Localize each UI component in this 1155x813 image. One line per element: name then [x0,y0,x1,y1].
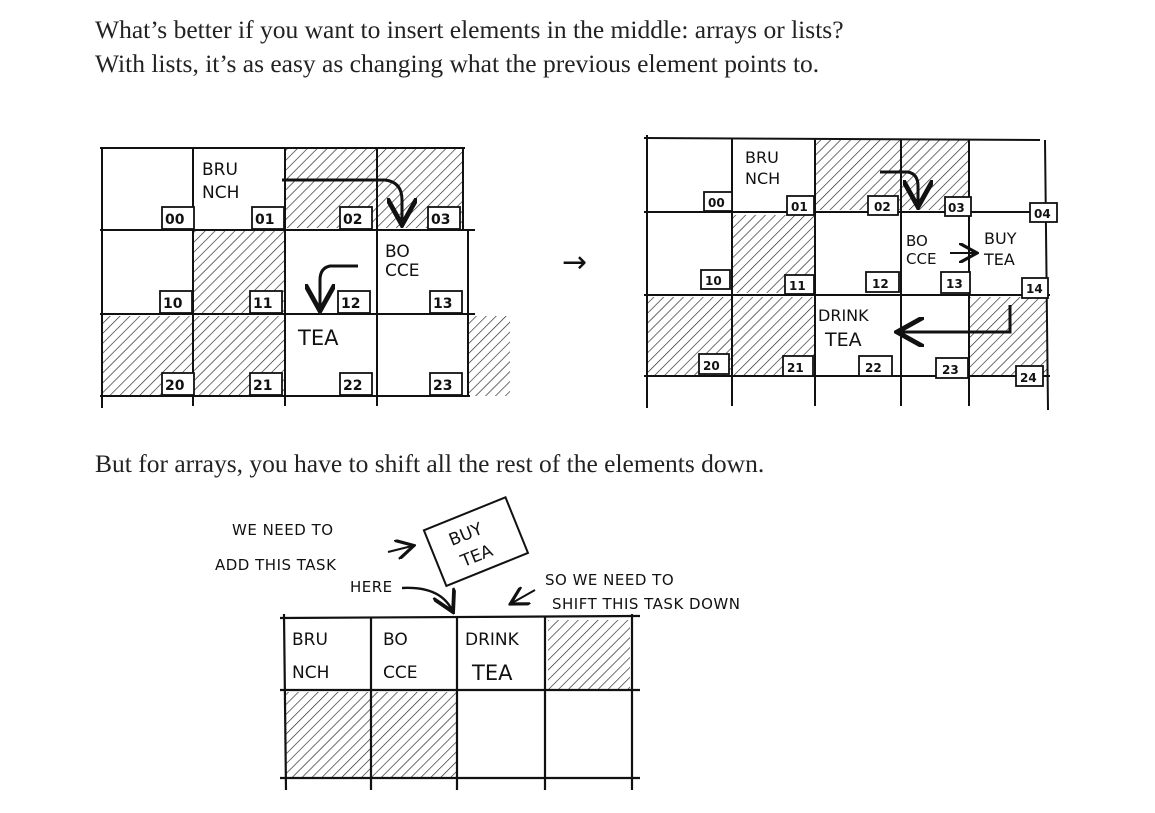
address-label: 21 [787,361,804,375]
hatched-cell [371,692,457,778]
intro-paragraph: What’s better if you want to insert elem… [95,15,844,78]
address-label: 02 [343,212,362,228]
note-add-line3: HERE [350,578,393,596]
address-label: 12 [872,277,889,291]
address-label: 24 [1020,371,1037,385]
address-label: 12 [341,296,360,312]
hatched-cell [969,297,1047,375]
address-label: 00 [165,212,185,228]
address-label: 13 [946,277,963,291]
item-buy-tea-line1: BUY [984,229,1017,248]
item-brunch-line2: NCH [202,183,239,203]
array-cell-drink-tea-line2: TEA [471,661,513,685]
pointer-arrow [880,170,918,204]
item-tea: TEA [297,326,339,350]
transition-arrow: → [562,245,587,280]
item-bocce-line2: CCE [906,250,936,268]
new-task-card: BUY TEA [422,496,530,588]
item-bocce-line1: BO [906,232,928,250]
item-buy-tea-line2: TEA [983,250,1015,269]
address-label: 02 [874,200,891,214]
grid-lines [643,135,1050,411]
item-bocce-line2: CCE [385,261,419,281]
address-label: 10 [705,274,722,288]
list-before-diagram: 00 01 02 03 10 11 12 13 20 21 22 23 BRU … [100,147,510,408]
pointer-arrow [900,305,1012,332]
address-label: 21 [253,378,272,394]
address-label: 13 [433,296,452,312]
grid-lines [279,613,641,791]
address-label: 04 [1034,207,1051,221]
array-cell-drink-tea-line1: DRINK [465,630,520,650]
insert-arrow [401,586,452,610]
address-label: 03 [431,212,450,228]
note-add-line1: WE NEED TO [232,521,334,539]
address-label: 14 [1026,282,1043,296]
address-label: 11 [789,279,806,293]
note-arrow [512,590,536,603]
pointer-arrow [282,178,402,222]
grid-lines [100,147,475,408]
array-cell-bocce-line1: BO [383,630,408,650]
address-label: 01 [791,200,808,214]
note-add-line2: ADD THIS TASK [215,556,337,574]
note-arrow [387,546,412,552]
array-cell-brunch-line1: BRU [292,630,328,650]
address-label: 01 [255,212,274,228]
address-label: 22 [343,378,362,394]
list-after-diagram: 00 01 02 03 04 10 11 12 13 14 20 21 22 2… [643,135,1058,411]
note-shift-line1: SO WE NEED TO [545,571,674,589]
hatched-cell [285,692,371,778]
address-label: 00 [708,196,725,210]
address-label: 22 [865,361,882,375]
address-label: 20 [165,378,185,394]
address-label: 10 [163,296,183,312]
address-label: 20 [703,359,720,373]
address-label: 23 [942,363,959,377]
item-drink-tea-line1: DRINK [818,306,869,325]
pointer-arrow [320,264,358,308]
item-brunch-line1: BRU [202,160,238,180]
note-shift-line2: SHIFT THIS TASK DOWN [552,595,740,613]
item-bocce-line1: BO [385,242,410,262]
hatched-cell [548,620,630,690]
arrays-paragraph: But for arrays, you have to shift all th… [95,449,765,478]
array-diagram: BRU NCH BO CCE DRINK TEA WE NEED TO ADD … [215,496,740,791]
hatched-cell [468,316,510,396]
item-drink-tea-line2: TEA [824,329,862,351]
address-label: 03 [948,201,965,215]
address-label: 23 [433,378,452,394]
array-cell-bocce-line2: CCE [383,663,417,683]
array-cell-brunch-line2: NCH [292,663,329,683]
item-brunch-line1: BRU [745,148,779,167]
item-brunch-line2: NCH [745,169,780,188]
address-label: 11 [253,296,272,312]
